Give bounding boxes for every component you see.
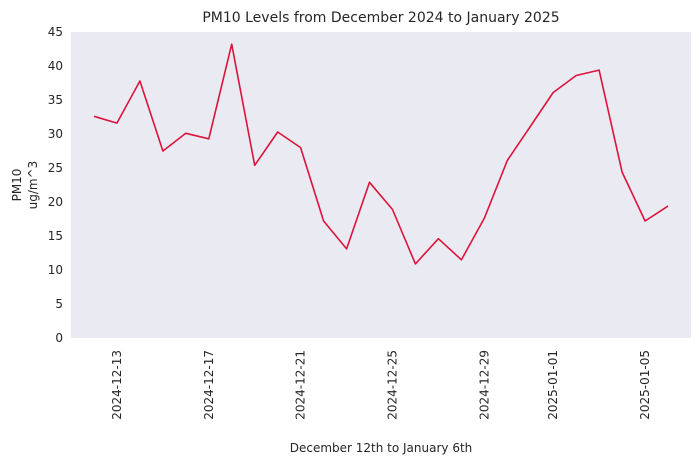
x-tick-label: 2024-12-13 bbox=[110, 350, 124, 420]
y-tick-label: 35 bbox=[48, 93, 63, 107]
x-tick-label: 2024-12-21 bbox=[294, 350, 308, 420]
y-tick-label: 10 bbox=[48, 263, 63, 277]
y-tick-label: 45 bbox=[48, 25, 63, 39]
x-tick-label: 2025-01-05 bbox=[638, 350, 652, 420]
series-layer bbox=[93, 43, 669, 265]
x-axis: 2024-12-13 2024-12-17 2024-12-21 2024-12-25… bbox=[110, 350, 652, 420]
chart-title: PM10 Levels from December 2024 to Januar… bbox=[202, 10, 559, 26]
x-tick-label: 2024-12-17 bbox=[202, 350, 216, 420]
y-tick-label: 0 bbox=[55, 331, 63, 345]
y-axis-label: PM10 bbox=[10, 169, 24, 202]
x-tick-label: 2024-12-25 bbox=[385, 350, 399, 420]
y-tick-label: 20 bbox=[48, 195, 63, 209]
y-axis-unit-label: ug/m^3 bbox=[26, 161, 40, 210]
y-tick-label: 25 bbox=[48, 161, 63, 175]
y-tick-label: 15 bbox=[48, 229, 63, 243]
y-tick-label: 30 bbox=[48, 127, 63, 141]
x-tick-label: 2025-01-01 bbox=[546, 350, 560, 420]
y-tick-label: 40 bbox=[48, 59, 63, 73]
y-tick-label: 5 bbox=[55, 297, 63, 311]
plot-area bbox=[71, 32, 691, 338]
y-axis: 0 5 10 15 20 25 30 35 40 45 bbox=[48, 25, 63, 345]
x-tick-label: 2024-12-29 bbox=[477, 350, 491, 420]
series-line bbox=[93, 43, 669, 265]
x-axis-label: December 12th to January 6th bbox=[290, 441, 473, 455]
